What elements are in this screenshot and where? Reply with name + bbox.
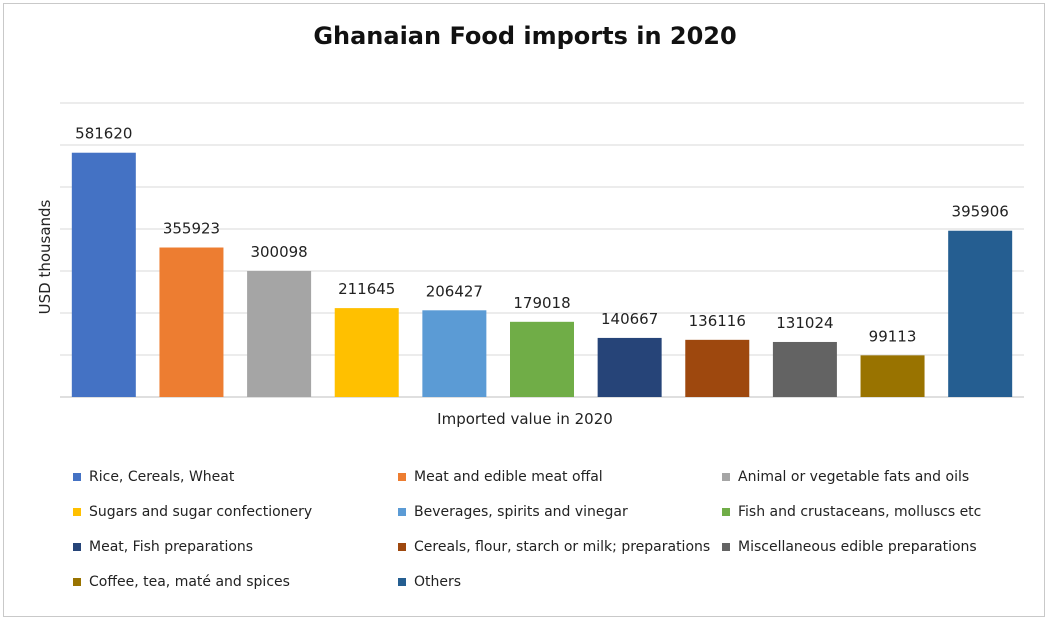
legend-swatch bbox=[73, 508, 81, 516]
legend-item-11: Others bbox=[398, 574, 461, 590]
legend-item-3: Animal or vegetable fats and oils bbox=[722, 469, 969, 485]
legend-label: Miscellaneous edible preparations bbox=[738, 539, 977, 555]
legend-swatch bbox=[398, 578, 406, 586]
legend-item-2: Meat and edible meat offal bbox=[398, 469, 603, 485]
chart-title: Ghanaian Food imports in 2020 bbox=[313, 22, 737, 50]
bar-10 bbox=[860, 355, 925, 397]
data-label-6: 179018 bbox=[513, 294, 570, 312]
data-label-2: 355923 bbox=[163, 220, 220, 238]
legend-swatch bbox=[398, 473, 406, 481]
bar-1 bbox=[71, 152, 136, 397]
legend-label: Rice, Cereals, Wheat bbox=[89, 469, 235, 485]
data-label-8: 136116 bbox=[689, 312, 746, 330]
legend-item-7: Meat, Fish preparations bbox=[73, 539, 253, 555]
bar-11 bbox=[948, 230, 1013, 397]
legend-item-9: Miscellaneous edible preparations bbox=[722, 539, 977, 555]
legend-swatch bbox=[73, 578, 81, 586]
legend-label: Coffee, tea, maté and spices bbox=[89, 574, 290, 590]
data-label-7: 140667 bbox=[601, 310, 658, 328]
bar-8 bbox=[685, 339, 750, 397]
bar-6 bbox=[510, 321, 574, 397]
legend-label: Others bbox=[414, 574, 462, 590]
data-label-9: 131024 bbox=[776, 314, 833, 332]
legend-label: Meat, Fish preparations bbox=[89, 539, 254, 555]
data-label-3: 300098 bbox=[250, 243, 307, 261]
bar-9 bbox=[772, 341, 837, 397]
legend-swatch bbox=[398, 508, 406, 516]
legend-item-1: Rice, Cereals, Wheat bbox=[73, 469, 234, 485]
legend-item-5: Beverages, spirits and vinegar bbox=[398, 504, 628, 520]
legend-item-10: Coffee, tea, maté and spices bbox=[73, 574, 290, 590]
legend-item-4: Sugars and sugar confectionery bbox=[73, 504, 312, 520]
legend-label: Animal or vegetable fats and oils bbox=[738, 469, 970, 485]
legend-item-8: Cereals, flour, starch or milk; preparat… bbox=[398, 539, 710, 555]
data-label-11: 395906 bbox=[952, 203, 1009, 221]
legend-swatch bbox=[722, 543, 730, 551]
data-labels: 581620 355923 300098 211645 206427 179018 1406… bbox=[75, 125, 1009, 346]
bar-4 bbox=[334, 308, 399, 397]
data-label-5: 206427 bbox=[426, 282, 483, 300]
legend-label: Beverages, spirits and vinegar bbox=[414, 504, 628, 520]
legend-label: Fish and crustaceans, molluscs etc bbox=[738, 504, 982, 520]
data-label-1: 581620 bbox=[75, 125, 132, 143]
bar-7 bbox=[597, 337, 662, 397]
legend-label: Cereals, flour, starch or milk; preparat… bbox=[414, 539, 711, 555]
bar-2 bbox=[159, 247, 224, 397]
legend-item-6: Fish and crustaceans, molluscs etc bbox=[722, 504, 981, 520]
legend-swatch bbox=[722, 473, 730, 481]
bars bbox=[71, 152, 1013, 397]
legend-swatch bbox=[722, 508, 730, 516]
x-axis-label: Imported value in 2020 bbox=[437, 410, 613, 428]
bar-5 bbox=[422, 310, 487, 397]
legend-label: Sugars and sugar confectionery bbox=[89, 504, 313, 520]
legend-swatch bbox=[73, 473, 81, 481]
bar-3 bbox=[247, 270, 312, 397]
data-label-10: 99113 bbox=[869, 327, 917, 345]
legend-swatch bbox=[73, 543, 81, 551]
data-label-4: 211645 bbox=[338, 280, 395, 298]
legend-label: Meat and edible meat offal bbox=[414, 469, 603, 485]
legend-swatch bbox=[398, 543, 406, 551]
